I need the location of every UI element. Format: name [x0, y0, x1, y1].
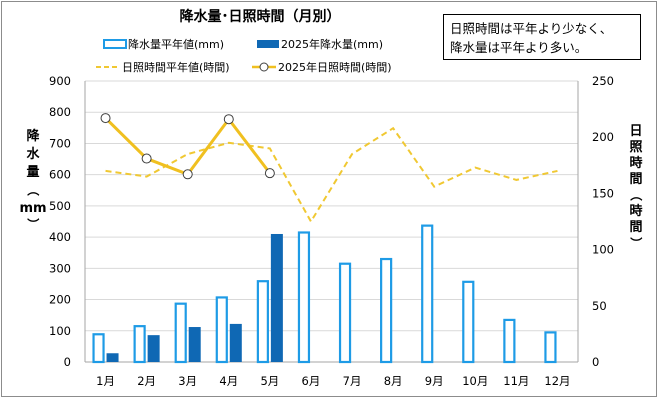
y-right-tick-label: 200	[592, 130, 614, 144]
y-right-axis-title-char: 時	[629, 155, 642, 171]
axis-labels: 0 100 200 300 400 500 600 700 800 900 0 50 100 150 200…	[19, 74, 644, 388]
bar-precip-normal	[174, 302, 187, 364]
bar-precip-2025	[229, 323, 242, 362]
bar-precip-normal	[215, 296, 228, 364]
gridlines	[85, 80, 578, 332]
y-right-axis-title-char: 日	[629, 124, 642, 139]
bar-precip-2025	[106, 353, 119, 362]
y-left-axis-title-char: 量	[26, 165, 39, 180]
y-left-axis-title-char: （	[26, 184, 41, 196]
x-tick-label: 3月	[178, 374, 197, 388]
bar-precip-normal	[256, 280, 269, 364]
annotation-line-2: 降水量は平年より多い。	[450, 40, 588, 55]
point-sun-2025	[141, 153, 152, 164]
legend-label-sun-2025: 2025年日照時間(時間)	[278, 60, 392, 74]
bars	[92, 224, 557, 364]
y-left-tick-label: 700	[49, 136, 71, 150]
bar-precip-normal	[133, 325, 146, 364]
y-right-tick-label: 0	[592, 355, 599, 369]
line-sun-normal	[105, 126, 558, 224]
point-sun-2025	[182, 169, 193, 180]
legend-label-precip-2025: 2025年降水量(mm)	[281, 37, 383, 51]
bar-precip-normal	[92, 333, 105, 364]
x-tick-label: 1月	[96, 374, 115, 388]
y-left-axis-title-char: ）	[26, 218, 41, 230]
x-tick-label: 11月	[503, 374, 529, 388]
bar-precip-normal	[380, 257, 393, 364]
legend-label-sun-normal: 日照時間平年値(時間)	[122, 60, 230, 74]
legend-label-precip-normal: 降水量平年値(mm)	[128, 37, 224, 51]
y-left-tick-label: 400	[49, 230, 71, 244]
y-right-axis-title-char: ）	[629, 237, 644, 249]
bar-precip-normal	[462, 280, 475, 364]
axes	[84, 81, 579, 363]
point-sun-2025	[264, 168, 275, 179]
y-right-axis-title-char: 照	[629, 140, 642, 155]
line-sun-2025	[104, 116, 272, 177]
y-right-axis-title-char: 時	[629, 203, 642, 219]
y-right-axis-title-char: 間	[629, 220, 642, 235]
bar-precip-normal	[503, 318, 516, 364]
annotation-line-1: 日照時間は平年より少なく、	[450, 21, 613, 36]
x-tick-label: 7月	[343, 374, 362, 388]
bar-precip-normal	[338, 262, 352, 364]
bar-precip-normal	[544, 331, 557, 364]
bar-precip-2025	[270, 233, 283, 362]
legend-swatch-precip-2025	[257, 40, 279, 48]
x-tick-label: 8月	[384, 374, 403, 388]
x-tick-label: 9月	[425, 374, 444, 388]
bar-precip-2025	[188, 327, 201, 362]
y-right-axis-title-char: （	[629, 189, 644, 201]
y-left-axis-title-char: 水	[26, 146, 40, 162]
y-right-tick-label: 150	[592, 186, 614, 200]
legend-swatch-precip-normal	[103, 39, 127, 49]
y-left-tick-label: 900	[49, 74, 71, 88]
bar-precip-normal	[421, 224, 434, 364]
point-sun-2025	[100, 113, 111, 124]
chart-title: 降水量･日照時間（月別）	[179, 9, 341, 25]
y-left-axis-title-char: mm	[19, 201, 46, 216]
x-tick-label: 6月	[302, 374, 321, 388]
y-right-tick-label: 250	[592, 74, 614, 88]
chart-annotation-box: 日照時間は平年より少なく、 降水量は平年より多い。	[443, 14, 641, 60]
y-left-tick-label: 800	[49, 105, 71, 119]
bar-precip-2025	[147, 335, 160, 362]
x-tick-label: 10月	[462, 374, 488, 388]
point-sun-2025	[223, 114, 234, 125]
y-left-tick-label: 500	[49, 199, 71, 213]
x-tick-label: 4月	[219, 374, 238, 388]
y-left-tick-label: 200	[49, 293, 71, 307]
y-left-tick-label: 100	[49, 324, 71, 338]
y-right-tick-label: 50	[592, 299, 607, 313]
legend: 降水量平年値(mm) 2025年降水量(mm) 日照時間平年値(時間) 2025…	[96, 37, 392, 74]
y-left-tick-label: 300	[49, 261, 71, 275]
x-tick-label: 12月	[544, 374, 570, 388]
y-left-tick-label: 0	[64, 355, 71, 369]
legend-swatch-sun-2025-marker	[259, 62, 269, 72]
y-left-axis-title-char: 降	[26, 128, 40, 144]
lines	[100, 113, 558, 224]
y-right-tick-label: 100	[592, 243, 614, 257]
y-left-tick-label: 600	[49, 168, 71, 182]
x-tick-label: 5月	[260, 374, 279, 388]
bar-precip-normal	[297, 231, 311, 364]
x-tick-label: 2月	[137, 374, 156, 388]
y-right-axis-title-char: 間	[629, 172, 642, 187]
